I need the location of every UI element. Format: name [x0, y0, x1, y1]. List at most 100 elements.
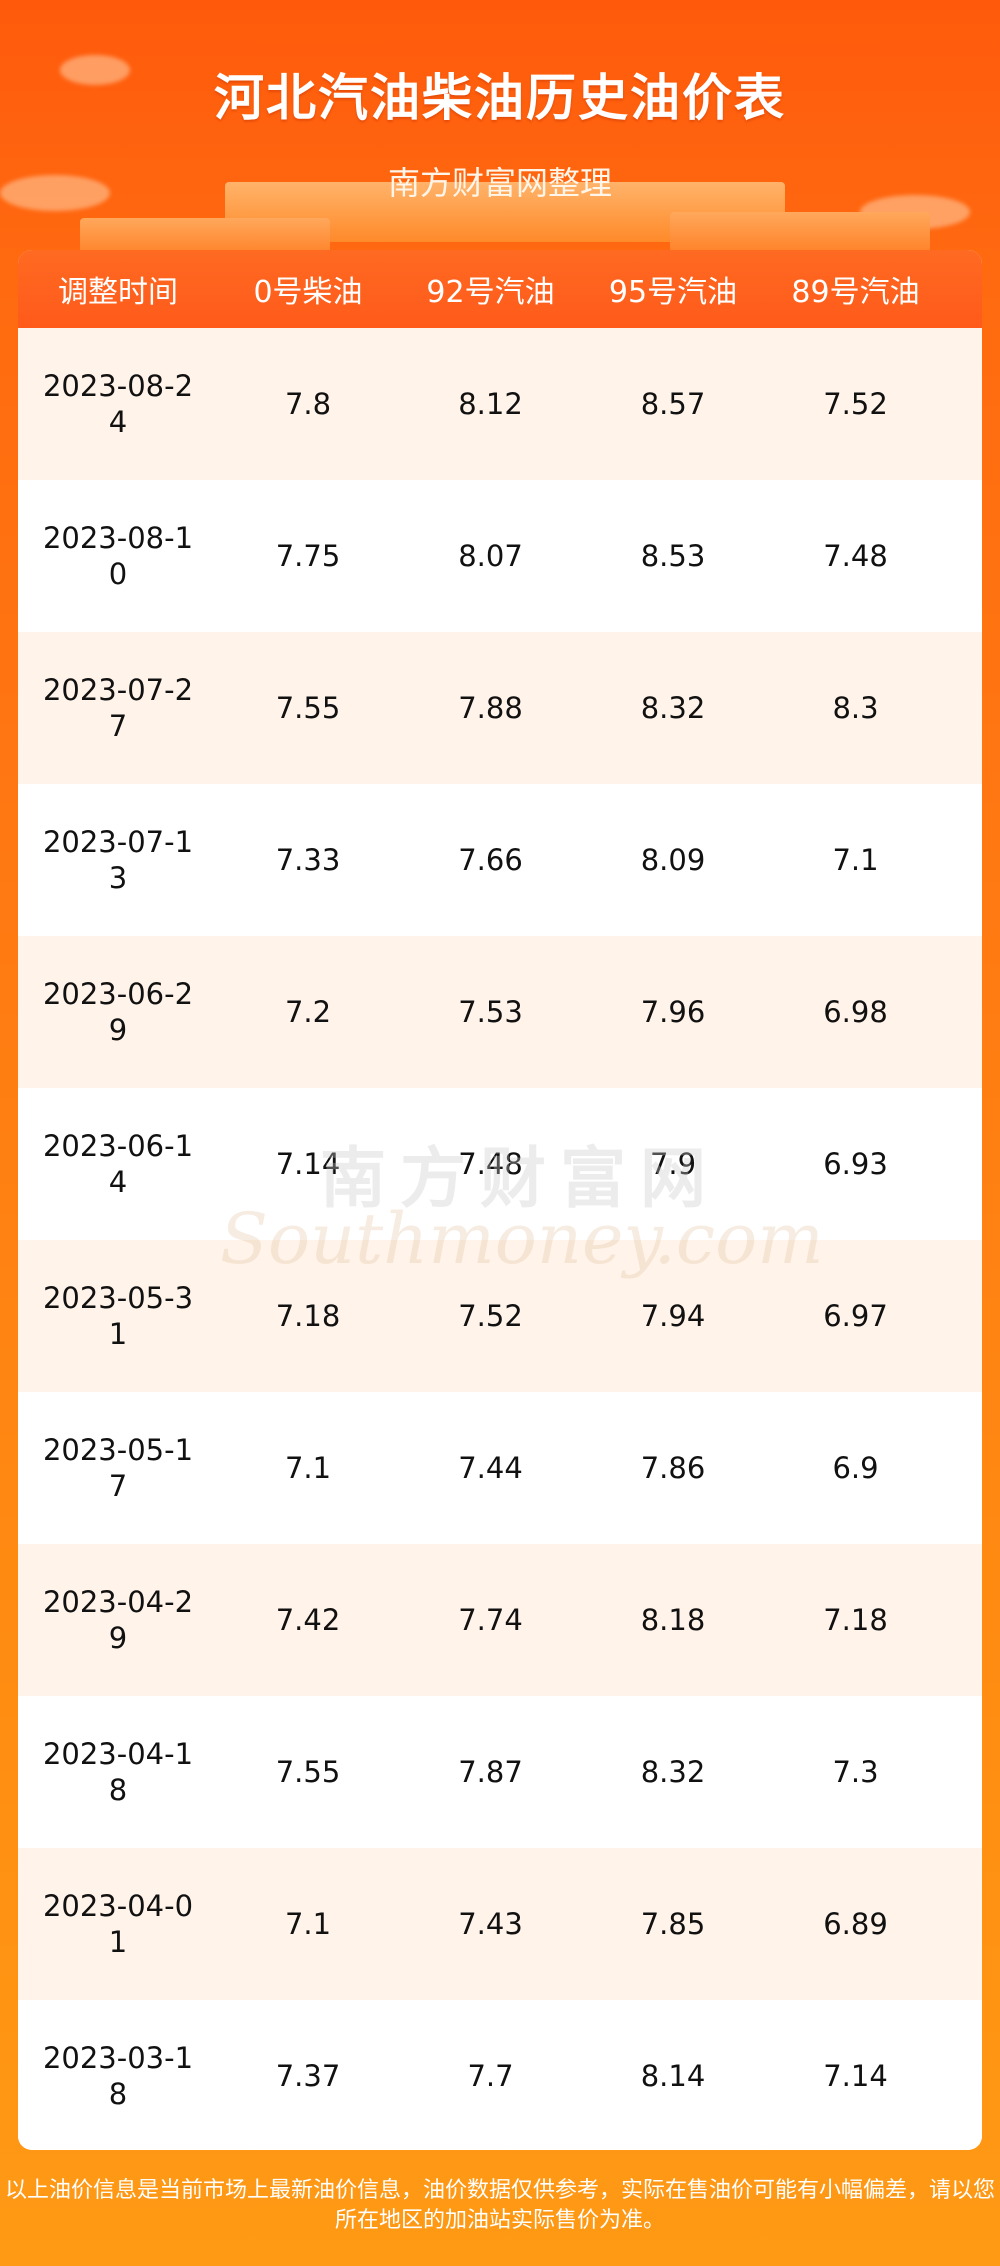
- cell-gas-89: 7.48: [823, 539, 888, 573]
- cloud-decoration: [60, 55, 130, 85]
- cell-gas-92: 8.12: [458, 387, 523, 421]
- cell-gas-92: 7.53: [458, 995, 523, 1029]
- cell-gas-92: 7.48: [458, 1147, 523, 1181]
- table-row: 2023-04-29 7.42 7.74 8.18 7.18: [18, 1544, 982, 1696]
- table-row: 2023-04-01 7.1 7.43 7.85 6.89: [18, 1848, 982, 2000]
- cell-gas-89: 6.89: [823, 1907, 888, 1941]
- date-text: 2023-06-29: [42, 977, 194, 1047]
- cell-diesel-0: 7.37: [275, 2059, 341, 2093]
- disclaimer-line: 所在地区的加油站实际售价为准。: [334, 2208, 665, 2233]
- cell-gas-89: 6.9: [832, 1451, 879, 1485]
- disclaimer-line: 以上油价信息是当前市场上最新油价信息，油价数据仅供参考，实际在售油价可能有小幅偏…: [4, 2178, 995, 2203]
- cell-gas-95: 7.96: [640, 995, 706, 1029]
- cell-diesel-0: 7.1: [284, 1451, 332, 1485]
- cell-gas-89: 7.1: [832, 843, 879, 877]
- date-text: 2023-04-29: [42, 1585, 194, 1655]
- cell-gas-95: 8.57: [640, 387, 706, 421]
- page-title: 河北汽油柴油历史油价表: [214, 69, 786, 127]
- table-row: 2023-06-14 7.14 7.48 7.9 6.93: [18, 1088, 982, 1240]
- cell-date: 2023-04-01: [18, 1888, 218, 1960]
- cell-gas-89: 6.97: [823, 1299, 888, 1333]
- table-row: 2023-08-10 7.75 8.07 8.53 7.48: [18, 480, 982, 632]
- date-text: 2023-07-27: [42, 673, 194, 743]
- cell-gas-95: 8.14: [640, 2059, 706, 2093]
- cell-gas-92: 7.44: [458, 1451, 523, 1485]
- cell-diesel-0: 7.55: [275, 1755, 341, 1789]
- price-table: 调整时间 0号柴油 92号汽油 95号汽油 89号汽油 2023-08-24 7…: [18, 250, 982, 2150]
- date-text: 2023-04-01: [42, 1889, 194, 1959]
- cell-gas-89: 7.14: [823, 2059, 888, 2093]
- cell-gas-95: 8.32: [640, 691, 706, 725]
- table-row: 2023-06-29 7.2 7.53 7.96 6.98: [18, 936, 982, 1088]
- column-header-gas-92: 92号汽油: [426, 275, 555, 310]
- cell-diesel-0: 7.8: [284, 387, 332, 421]
- cell-gas-89: 7.3: [832, 1755, 879, 1789]
- banner: 河北汽油柴油历史油价表 南方财富网整理: [0, 0, 1000, 270]
- column-header-gas-89: 89号汽油: [791, 275, 920, 310]
- cell-date: 2023-08-10: [18, 520, 218, 592]
- cell-date: 2023-03-18: [18, 2040, 218, 2112]
- table-header-row: 调整时间 0号柴油 92号汽油 95号汽油 89号汽油: [18, 250, 982, 328]
- cell-gas-92: 7.66: [458, 843, 523, 877]
- cell-diesel-0: 7.18: [275, 1299, 341, 1333]
- cell-gas-92: 8.07: [458, 539, 523, 573]
- cell-gas-95: 7.94: [640, 1299, 706, 1333]
- cell-date: 2023-05-31: [18, 1280, 218, 1352]
- cell-diesel-0: 7.55: [275, 691, 341, 725]
- podium-decoration: [670, 212, 930, 256]
- cell-gas-95: 7.85: [640, 1907, 706, 1941]
- cell-gas-95: 8.18: [640, 1603, 706, 1637]
- cell-gas-92: 7.7: [467, 2059, 514, 2093]
- cell-gas-92: 7.43: [458, 1907, 523, 1941]
- cell-gas-95: 8.09: [640, 843, 706, 877]
- date-text: 2023-08-10: [42, 521, 194, 591]
- date-text: 2023-06-14: [42, 1129, 194, 1199]
- date-text: 2023-04-18: [42, 1737, 194, 1807]
- table-row: 2023-03-18 7.37 7.7 8.14 7.14: [18, 2000, 982, 2150]
- cell-diesel-0: 7.42: [275, 1603, 341, 1637]
- cell-date: 2023-07-13: [18, 824, 218, 896]
- disclaimer: 以上油价信息是当前市场上最新油价信息，油价数据仅供参考，实际在售油价可能有小幅偏…: [0, 2176, 1000, 2236]
- date-text: 2023-05-31: [42, 1281, 194, 1351]
- cell-gas-95: 8.32: [640, 1755, 706, 1789]
- table-row: 2023-05-31 7.18 7.52 7.94 6.97: [18, 1240, 982, 1392]
- table-row: 2023-08-24 7.8 8.12 8.57 7.52: [18, 328, 982, 480]
- cell-date: 2023-08-24: [18, 368, 218, 440]
- cell-diesel-0: 7.33: [275, 843, 341, 877]
- cell-diesel-0: 7.1: [284, 1907, 332, 1941]
- column-header-gas-95: 95号汽油: [608, 275, 738, 310]
- date-text: 2023-07-13: [42, 825, 194, 895]
- cell-gas-89: 8.3: [832, 691, 879, 725]
- cell-date: 2023-04-29: [18, 1584, 218, 1656]
- cell-date: 2023-04-18: [18, 1736, 218, 1808]
- cell-gas-95: 8.53: [640, 539, 706, 573]
- cell-gas-92: 7.74: [458, 1603, 523, 1637]
- cell-gas-92: 7.52: [458, 1299, 523, 1333]
- cell-date: 2023-07-27: [18, 672, 218, 744]
- date-text: 2023-03-18: [42, 2041, 194, 2111]
- cell-gas-92: 7.87: [458, 1755, 523, 1789]
- cell-diesel-0: 7.14: [275, 1147, 341, 1181]
- cell-date: 2023-05-17: [18, 1432, 218, 1504]
- cell-gas-95: 7.86: [640, 1451, 706, 1485]
- table-body: 2023-08-24 7.8 8.12 8.57 7.52 2023-08-10…: [18, 328, 982, 2150]
- cell-diesel-0: 7.2: [284, 995, 332, 1029]
- table-row: 2023-07-13 7.33 7.66 8.09 7.1: [18, 784, 982, 936]
- page-subtitle: 南方财富网整理: [387, 164, 612, 202]
- column-header-date: 调整时间: [58, 275, 178, 310]
- cell-date: 2023-06-29: [18, 976, 218, 1048]
- cell-gas-95: 7.9: [649, 1147, 697, 1181]
- cell-gas-89: 7.52: [823, 387, 888, 421]
- cell-gas-89: 6.93: [823, 1147, 888, 1181]
- cell-gas-89: 7.18: [823, 1603, 888, 1637]
- cell-date: 2023-06-14: [18, 1128, 218, 1200]
- cell-gas-89: 6.98: [823, 995, 888, 1029]
- column-header-diesel-0: 0号柴油: [253, 275, 363, 310]
- table-row: 2023-05-17 7.1 7.44 7.86 6.9: [18, 1392, 982, 1544]
- table-row: 2023-07-27 7.55 7.88 8.32 8.3: [18, 632, 982, 784]
- cloud-decoration: [0, 175, 110, 211]
- date-text: 2023-05-17: [42, 1433, 194, 1503]
- table-row: 2023-04-18 7.55 7.87 8.32 7.3: [18, 1696, 982, 1848]
- date-text: 2023-08-24: [42, 369, 194, 439]
- cell-diesel-0: 7.75: [275, 539, 341, 573]
